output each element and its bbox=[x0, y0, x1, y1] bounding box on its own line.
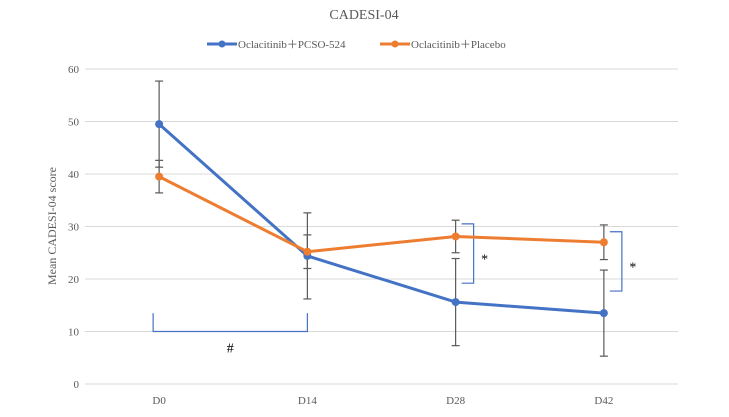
x-tick-label: D14 bbox=[298, 395, 317, 407]
data-point bbox=[155, 120, 164, 129]
x-tick-label: D28 bbox=[446, 395, 465, 407]
y-tick-label: 40 bbox=[68, 169, 80, 181]
bracket bbox=[609, 231, 623, 292]
series-points bbox=[155, 120, 608, 318]
error-bars bbox=[155, 80, 608, 357]
data-point bbox=[155, 172, 164, 181]
significance-label: * bbox=[629, 260, 636, 275]
data-point bbox=[303, 247, 312, 256]
chart-title: CADESI-04 bbox=[329, 8, 398, 23]
y-axis-label: Mean CADESI-04 score bbox=[45, 167, 59, 285]
legend-item-pcso[interactable]: Oclacitinib＋PCSO-524 bbox=[207, 39, 346, 51]
y-tick-label: 0 bbox=[74, 379, 80, 391]
legend-marker-pcso bbox=[218, 40, 226, 48]
legend-label-placebo: Oclacitinib＋Placebo bbox=[411, 39, 506, 51]
x-tick-label: D0 bbox=[152, 395, 166, 407]
series-line-1 bbox=[158, 175, 604, 254]
x-tick-labels: D0 D14 D28 D42 bbox=[152, 395, 613, 407]
significance-brackets: # * * bbox=[152, 223, 636, 357]
y-tick-labels: 0 10 20 30 40 50 60 bbox=[68, 64, 80, 391]
data-point bbox=[599, 238, 608, 247]
series-line-0 bbox=[158, 123, 604, 315]
significance-label: * bbox=[481, 253, 488, 268]
y-tick-label: 30 bbox=[68, 222, 80, 234]
y-tick-label: 60 bbox=[68, 64, 80, 76]
data-point bbox=[451, 298, 460, 307]
significance-label: # bbox=[227, 342, 234, 357]
y-tick-label: 50 bbox=[68, 117, 80, 129]
bracket bbox=[152, 313, 308, 333]
legend: Oclacitinib＋PCSO-524 Oclacitinib＋Placebo bbox=[207, 39, 506, 51]
y-tick-label: 20 bbox=[68, 274, 80, 286]
series-lines bbox=[158, 123, 604, 315]
legend-item-placebo[interactable]: Oclacitinib＋Placebo bbox=[380, 39, 506, 51]
data-point bbox=[451, 232, 460, 241]
legend-label-pcso: Oclacitinib＋PCSO-524 bbox=[238, 39, 346, 51]
gridlines bbox=[85, 68, 678, 385]
y-tick-label: 10 bbox=[68, 327, 80, 339]
data-point bbox=[599, 309, 608, 318]
bracket bbox=[461, 223, 475, 284]
legend-marker-placebo bbox=[391, 40, 399, 48]
x-tick-label: D42 bbox=[594, 395, 613, 407]
